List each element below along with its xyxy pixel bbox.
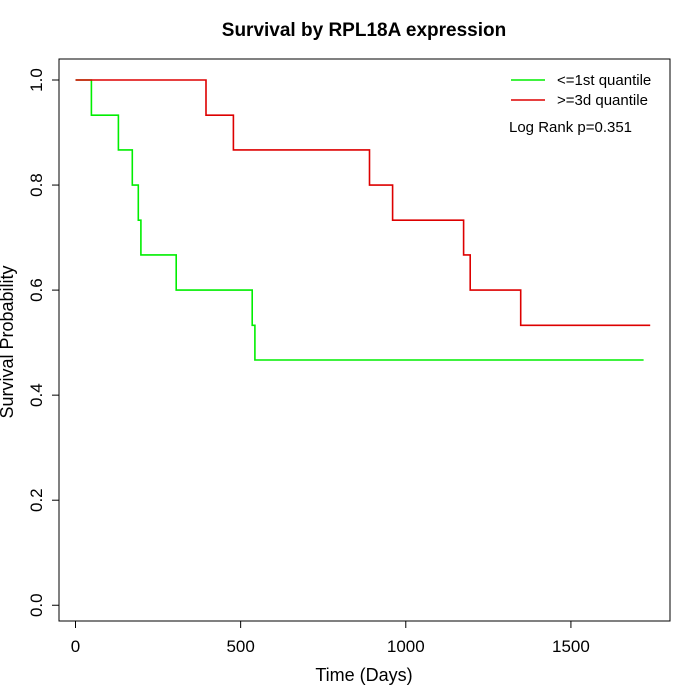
y-axis-label: Survival Probability [0,265,17,418]
x-tick-label: 0 [71,637,80,656]
legend: <=1st quantile >=3d quantile [511,72,651,109]
x-tick-label: 1000 [387,637,425,656]
plot-frame [58,58,671,622]
y-tick-label: 0.0 [27,593,46,617]
legend-label: <=1st quantile [557,72,651,89]
y-tick-label: 0.6 [27,278,46,302]
series-layer [75,79,651,361]
x-tick-label: 1500 [552,637,590,656]
chart-title: Survival by RPL18A expression [222,20,506,41]
y-tick-label: 1.0 [27,68,46,92]
x-axis-label: Time (Days) [315,665,412,685]
y-tick-label: 0.4 [27,383,46,407]
x-axis: 0 500 1000 1500 [71,620,590,656]
series-line-1 [75,79,644,361]
series-line-2 [75,79,651,327]
log-rank-annotation: Log Rank p=0.351 [509,119,632,136]
legend-label: >=3d quantile [557,92,648,109]
y-axis: 0.0 0.2 0.4 0.6 0.8 1.0 [27,68,60,617]
y-tick-label: 0.2 [27,488,46,512]
x-tick-label: 500 [226,637,254,656]
y-tick-label: 0.8 [27,173,46,197]
